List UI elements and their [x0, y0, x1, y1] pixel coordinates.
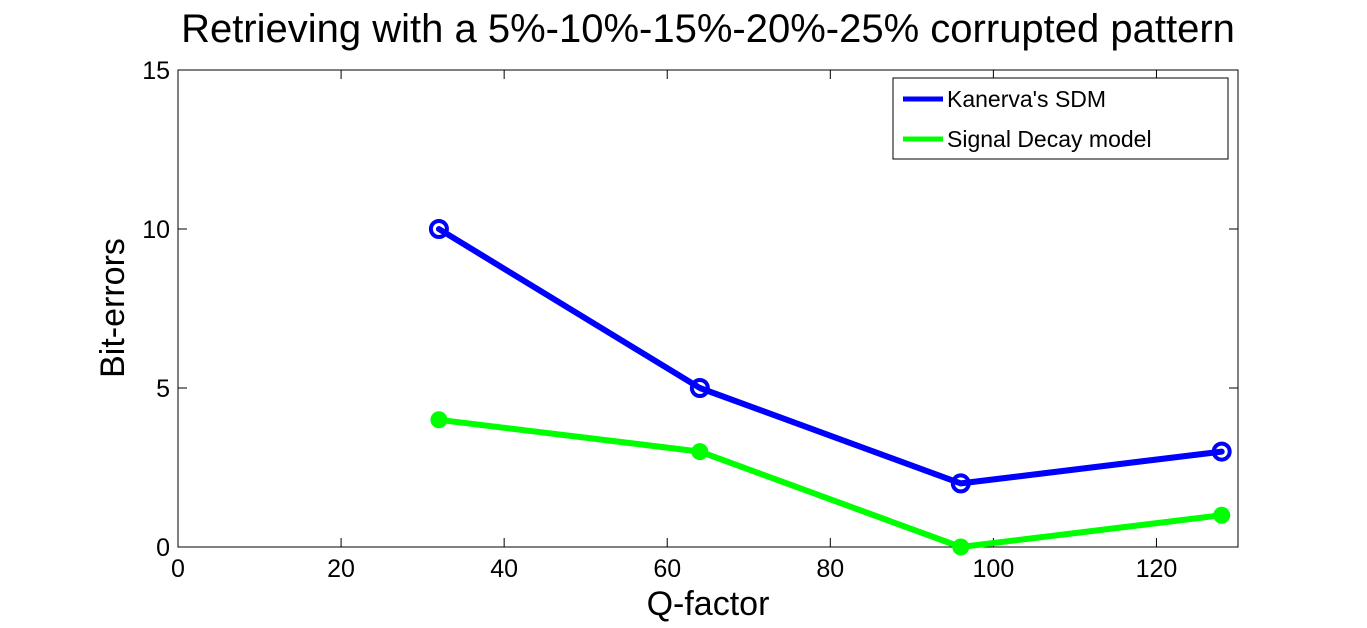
- data-point-signal-decay-model: [691, 443, 709, 461]
- data-point-kanerva-s-sdm: [689, 378, 710, 398]
- x-tick-label: 80: [816, 555, 844, 583]
- y-axis-ticks: 0 5 10 15: [142, 57, 1238, 562]
- x-axis-label: Q-factor: [647, 585, 770, 623]
- x-tick-label: 120: [1136, 555, 1178, 583]
- y-tick-label: 0: [156, 534, 170, 562]
- x-tick-label: 60: [653, 555, 681, 583]
- y-tick-label: 15: [142, 57, 170, 85]
- y-axis-label: Bit-errors: [94, 238, 132, 378]
- data-point-signal-decay-model: [952, 538, 970, 556]
- data-point-kanerva-s-sdm: [428, 219, 449, 239]
- legend-box: [892, 77, 1229, 160]
- data-point-kanerva-s-sdm: [1211, 441, 1232, 462]
- y-tick-label: 10: [142, 216, 170, 244]
- data-point-signal-decay-model: [430, 411, 448, 429]
- legend: Kanerva's SDM Signal Decay model: [892, 77, 1229, 160]
- x-axis-ticks: 0 20 40 60 80 100 120: [171, 70, 1177, 583]
- legend-label-kanerva-sdm: Kanerva's SDM: [947, 86, 1106, 112]
- x-tick-label: 40: [490, 555, 518, 583]
- series-line-kanerva-s-sdm: [435, 226, 1225, 487]
- y-tick-label: 5: [156, 375, 170, 403]
- data-series: [428, 219, 1232, 556]
- chart-title: Retrieving with a 5%-10%-15%-20%-25% cor…: [181, 7, 1235, 51]
- x-tick-label: 20: [327, 555, 355, 583]
- series-line-signal-decay-model: [435, 416, 1225, 550]
- legend-label-signal-decay: Signal Decay model: [947, 126, 1152, 152]
- x-tick-label: 0: [171, 555, 185, 583]
- x-tick-label: 100: [973, 555, 1015, 583]
- data-point-signal-decay-model: [1213, 506, 1231, 524]
- data-point-kanerva-s-sdm: [950, 473, 971, 494]
